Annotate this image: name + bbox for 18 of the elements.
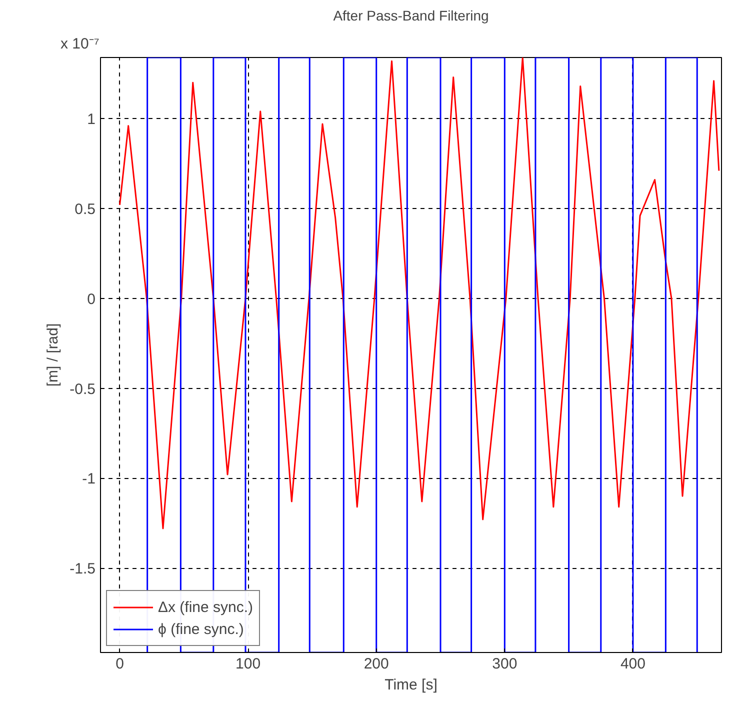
y-tick-label: -1.5: [70, 560, 96, 578]
y-axis-title: [m] / [rad]: [44, 323, 62, 387]
text: x 10⁻⁷: [60, 36, 100, 52]
y-tick-label: 1: [87, 111, 96, 128]
x-tick-label: 0: [116, 656, 124, 672]
legend-label: Δx (fine sync.): [158, 598, 254, 616]
x-tick-label: 300: [492, 656, 518, 672]
y-tick-label: 0: [87, 290, 96, 308]
legend-label: ϕ (fine sync.): [158, 620, 244, 638]
x-tick-label: 400: [620, 656, 646, 672]
x-axis-title: Time [s]: [384, 676, 438, 694]
y-tick-label: -0.5: [70, 380, 96, 398]
line-series: [118, 58, 720, 530]
x-tick-label: 100: [236, 656, 261, 672]
y-tick-label: 0.5: [74, 200, 96, 218]
chart-title: After Pass-Band Filtering: [333, 8, 489, 24]
y-tick-label: -1: [82, 470, 96, 488]
x-tick-label: 200: [364, 656, 389, 672]
